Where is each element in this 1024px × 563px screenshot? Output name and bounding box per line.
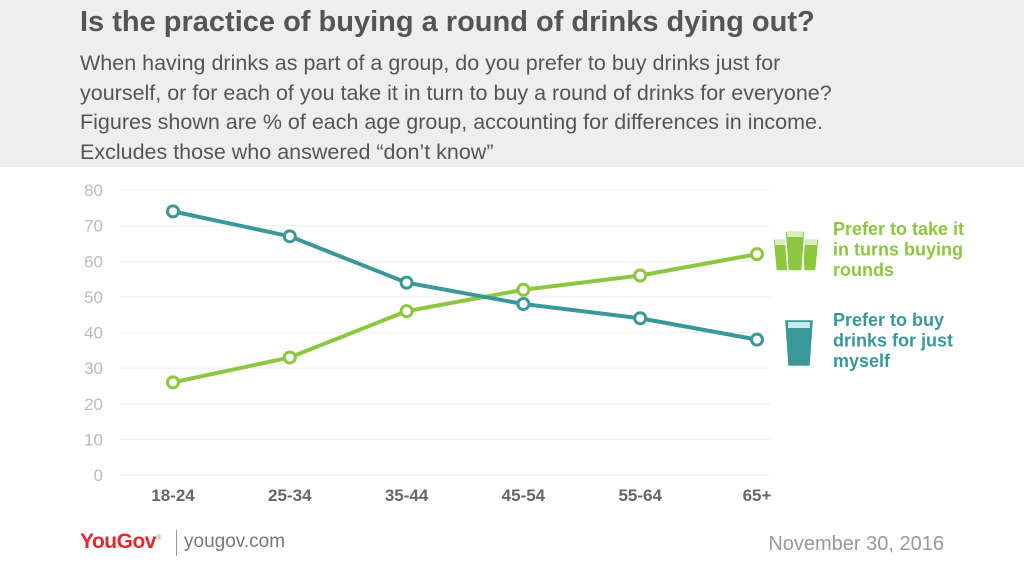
x-tick-label: 18-24 (151, 486, 195, 505)
data-point-myself (633, 311, 648, 326)
three-pints-icon (772, 230, 820, 272)
data-point-myself (516, 297, 531, 311)
legend-label-rounds: in turns buying (833, 240, 963, 260)
line-chart: 0 10 20 30 40 50 60 70 80 18-24 25-34 35-44 45-54 55… (84, 181, 964, 505)
yougov-logo: YouGov® (80, 530, 162, 553)
data-point-myself (750, 332, 764, 347)
y-tick-label: 30 (84, 359, 103, 378)
x-tick-label: 35-44 (385, 486, 429, 505)
data-point-rounds (633, 268, 648, 283)
y-tick-label: 10 (84, 430, 103, 449)
legend-label-rounds: rounds (833, 260, 894, 280)
y-tick-label: 40 (84, 324, 103, 343)
single-pint-icon (785, 320, 813, 366)
header-band: Is the practice of buying a round of dri… (0, 0, 1024, 167)
y-tick-label: 70 (84, 217, 103, 236)
x-axis-categories: 18-24 25-34 35-44 45-54 55-64 65+ (151, 486, 771, 505)
data-point-myself (166, 204, 180, 219)
x-tick-label: 65+ (743, 486, 772, 505)
data-point-rounds (516, 282, 531, 297)
footer-url[interactable]: yougov.com (184, 531, 286, 552)
subtitle-line: yourself, or for each of you take it in … (80, 80, 832, 105)
legend-label-rounds: Prefer to take it (833, 219, 964, 239)
y-tick-label: 50 (84, 288, 103, 307)
y-axis-ticks: 0 10 20 30 40 50 60 70 80 (84, 181, 103, 485)
data-point-myself (399, 275, 414, 290)
chart-subtitle: When having drinks as part of a group, d… (80, 49, 1010, 167)
series-lines (171, 209, 759, 385)
y-tick-label: 20 (84, 395, 103, 414)
y-tick-label: 80 (84, 181, 103, 200)
data-point-myself (282, 229, 297, 244)
series-points (166, 204, 764, 390)
legend-label-myself: myself (833, 351, 891, 371)
chart-title: Is the practice of buying a round of dri… (80, 6, 815, 38)
series-line-myself (171, 209, 759, 342)
data-point-rounds (282, 350, 297, 365)
data-point-rounds (166, 375, 180, 390)
subtitle-line: Excludes those who answered “don’t know” (80, 139, 494, 164)
x-tick-label: 25-34 (268, 486, 312, 505)
x-tick-label: 45-54 (502, 486, 546, 505)
data-point-rounds (750, 247, 764, 262)
publish-date: November 30, 2016 (768, 533, 944, 555)
series-line-rounds (171, 252, 759, 385)
gridlines (120, 189, 770, 476)
footer-divider (176, 530, 177, 556)
subtitle-line: When having drinks as part of a group, d… (80, 51, 781, 75)
x-tick-label: 55-64 (618, 486, 662, 505)
data-point-rounds (399, 304, 414, 319)
legend-label-myself: Prefer to buy (833, 310, 944, 330)
y-tick-label: 60 (84, 252, 103, 271)
y-tick-label: 0 (94, 466, 103, 485)
legend-label-myself: drinks for just (833, 331, 953, 351)
subtitle-line: Figures shown are % of each age group, a… (80, 110, 823, 134)
